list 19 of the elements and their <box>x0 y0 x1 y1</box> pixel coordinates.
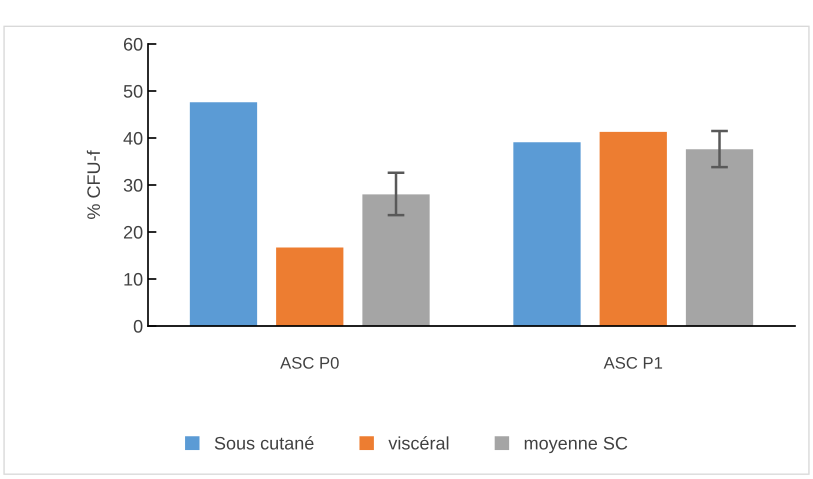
y-tick-label: 20 <box>124 226 142 239</box>
bar <box>190 102 258 326</box>
legend-label: viscéral <box>388 436 448 450</box>
y-tick-label: 30 <box>124 178 142 192</box>
legend-label: Sous cutané <box>214 436 314 450</box>
bar <box>600 132 667 326</box>
legend-label: moyenne SC <box>524 436 628 454</box>
y-tick-label: 50 <box>124 84 142 98</box>
x-tick-label: ASC P0 <box>280 356 339 369</box>
y-tick-label: 10 <box>124 272 142 286</box>
y-tick-label: 0 <box>134 320 142 333</box>
bar <box>513 142 581 326</box>
bar <box>362 194 430 326</box>
y-axis-title: % CFU-f <box>86 150 100 219</box>
y-tick-label: 60 <box>124 38 142 51</box>
x-tick-label: ASC P1 <box>604 356 662 369</box>
bar <box>276 248 344 326</box>
bar <box>686 149 754 326</box>
y-tick-label: 40 <box>123 132 142 145</box>
